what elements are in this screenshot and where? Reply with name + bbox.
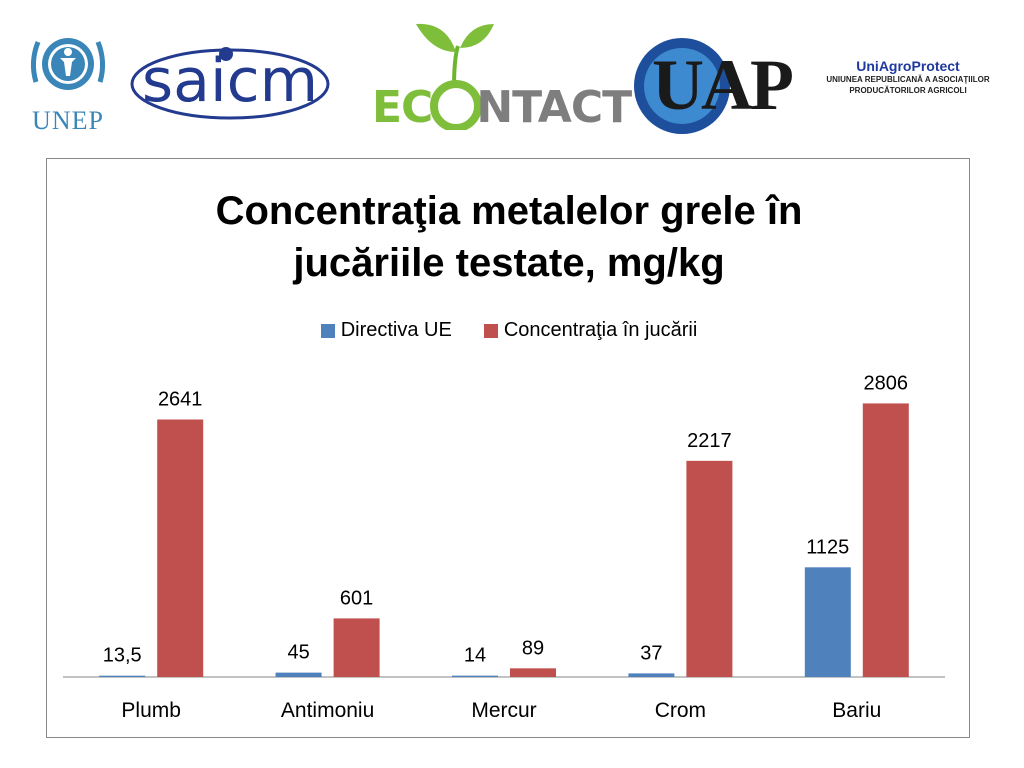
uniagroprotect-line2: PRODUCĂTORILOR AGRICOLI: [849, 86, 967, 95]
econtact-logo: EC NTACT: [372, 18, 632, 133]
sprout-icon: [416, 23, 494, 130]
x-tick-label-antimoniu: Antimoniu: [281, 699, 374, 722]
bar-concentratia-bariu: [862, 403, 909, 677]
x-tick-label-bariu: Bariu: [832, 699, 881, 722]
logo-bar: UNEP saicm EC NTACT UAP UniAgroProtect UN…: [0, 0, 1024, 150]
data-label-directiva-plumb: 13,5: [103, 645, 142, 667]
saicm-ellipse-icon: [130, 47, 330, 120]
chart-title-line2: jucăriile testate, mg/kg: [293, 241, 725, 285]
chart-legend: Directiva UE Concentraţia în jucării: [47, 319, 971, 342]
unep-emblem-icon: [30, 38, 106, 90]
bar-concentratia-mercur: [510, 668, 556, 677]
data-label-concentratia-antimoniu: 601: [340, 587, 373, 609]
uap-logo-text: UAP: [652, 45, 794, 125]
saicm-logo: saicm: [130, 42, 330, 122]
bar-directiva-bariu: [804, 567, 851, 677]
uniagroprotect-logo: UniAgroProtect UNIUNEA REPUBLICANĂ A ASO…: [818, 58, 998, 96]
x-tick-label-plumb: Plumb: [121, 699, 181, 722]
legend-item-concentratia: Concentraţia în jucării: [483, 319, 698, 342]
legend-swatch-directiva: [320, 323, 335, 338]
econtact-text-left: EC: [372, 82, 433, 133]
bar-concentratia-crom: [686, 460, 733, 677]
uniagroprotect-title: UniAgroProtect: [856, 58, 960, 74]
chart-title-line1: Concentraţia metalelor grele în: [215, 189, 803, 233]
chart-frame: Concentraţia metalelor grele în jucăriil…: [46, 158, 970, 738]
bar-directiva-crom: [628, 673, 675, 677]
data-label-concentratia-bariu: 2806: [864, 372, 909, 394]
data-label-directiva-crom: 37: [640, 642, 662, 664]
x-tick-label-crom: Crom: [655, 699, 706, 722]
bar-directiva-plumb: [99, 675, 146, 677]
uniagroprotect-line1: UNIUNEA REPUBLICANĂ A ASOCIAŢIILOR: [826, 75, 990, 84]
data-label-concentratia-plumb: 2641: [158, 389, 203, 411]
data-label-concentratia-crom: 2217: [687, 430, 732, 452]
legend-swatch-concentratia: [483, 323, 498, 338]
data-label-directiva-bariu: 1125: [806, 536, 849, 558]
data-label-directiva-antimoniu: 45: [287, 642, 309, 664]
unep-logo: UNEP: [22, 26, 114, 135]
uap-logo: UAP: [632, 36, 794, 136]
econtact-text-right: NTACT: [476, 82, 632, 133]
bar-directiva-mercur: [452, 675, 498, 677]
bar-directiva-antimoniu: [275, 672, 322, 677]
legend-label-directiva: Directiva UE: [340, 319, 452, 341]
bar-chart-plot: 13,5 2641 Plumb 45 601 Antimoniu 14 89 Mercur 37 2…: [63, 372, 945, 722]
unep-logo-text: UNEP: [32, 106, 104, 135]
uap-circle-icon: [634, 38, 730, 134]
bar-concentratia-plumb: [157, 419, 204, 677]
data-label-concentratia-mercur: 89: [522, 637, 544, 659]
econtact-logo-text: EC NTACT: [372, 82, 632, 133]
x-tick-label-mercur: Mercur: [471, 699, 536, 722]
saicm-logo-text: saicm: [141, 46, 319, 116]
chart-title: Concentraţia metalelor grele în jucăriil…: [47, 185, 971, 289]
legend-item-directiva: Directiva UE: [320, 319, 452, 342]
data-label-directiva-mercur: 14: [464, 645, 486, 667]
bar-concentratia-antimoniu: [333, 618, 380, 677]
legend-label-concentratia: Concentraţia în jucării: [503, 319, 698, 341]
